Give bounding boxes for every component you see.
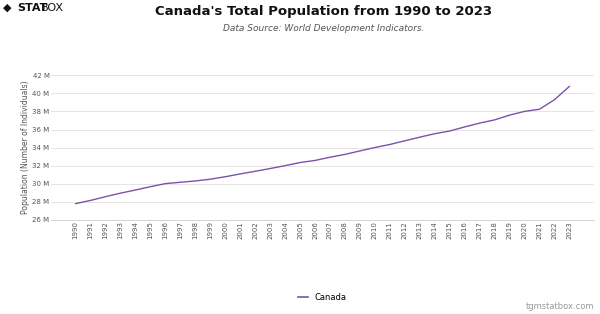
Text: ◆: ◆ xyxy=(3,3,11,13)
Text: Canada's Total Population from 1990 to 2023: Canada's Total Population from 1990 to 2… xyxy=(155,5,493,18)
Y-axis label: Population (Number of Individuals): Population (Number of Individuals) xyxy=(20,81,29,214)
Text: STAT: STAT xyxy=(17,3,47,13)
Legend: Canada: Canada xyxy=(295,290,350,305)
Text: BOX: BOX xyxy=(41,3,64,13)
Text: Data Source: World Development Indicators.: Data Source: World Development Indicator… xyxy=(223,24,425,33)
Text: tgmstatbox.com: tgmstatbox.com xyxy=(526,302,594,311)
